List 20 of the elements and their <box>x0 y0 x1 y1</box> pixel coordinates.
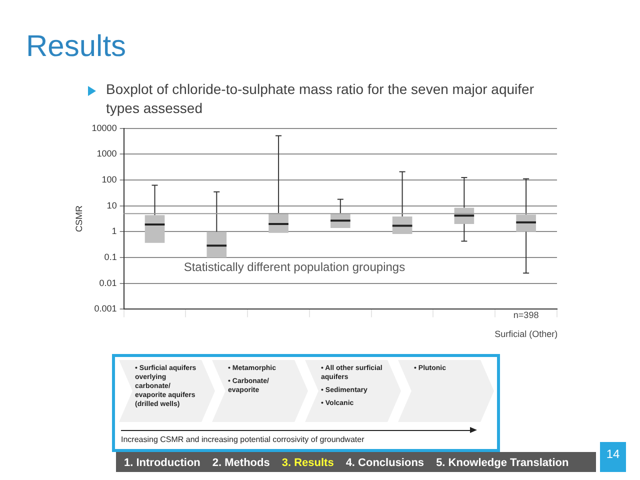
chart-title: Results <box>26 30 126 64</box>
chart-subtitle: Boxplot of chloride-to-sulphate mass ratio for the seven major aquifer types assessed <box>106 80 535 118</box>
text: 5. Knowledge Translation <box>436 457 569 469</box>
y-tick-label: 100 <box>102 174 117 185</box>
y-tick-label: 1000 <box>96 148 117 159</box>
annotation: Statistically different population groupings <box>184 260 406 274</box>
y-tick-label: 1 <box>112 226 117 236</box>
y-tick-label: 10000 <box>92 122 117 133</box>
y-tick-label: 0.001 <box>94 304 117 314</box>
text: 2. Methods <box>212 457 270 469</box>
y-tick-label: 0.01 <box>99 278 117 288</box>
y-axis-title: CSMR <box>74 205 84 232</box>
text: 3. Results <box>282 457 334 469</box>
y-tick-label: 10 <box>106 200 117 210</box>
text: n=398 <box>513 310 539 320</box>
text: 14 <box>600 442 626 474</box>
text: 1. Introduction <box>124 457 200 469</box>
x-tick-label: Surficial (Other) <box>494 329 558 340</box>
y-tick-label: 0.1 <box>104 252 117 262</box>
text: 4. Conclusions <box>346 457 424 469</box>
